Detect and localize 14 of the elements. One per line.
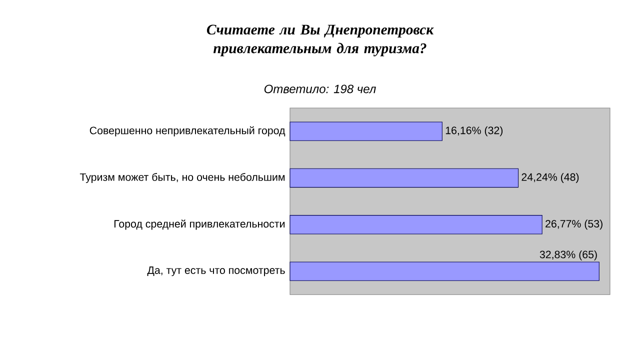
bar xyxy=(290,168,519,188)
bar xyxy=(290,262,600,281)
data-label: 24,24% (48) xyxy=(522,173,579,183)
chart-subtitle: Ответило: 198 чел xyxy=(264,84,376,94)
y-tick-label: Да, тут есть что посмотреть xyxy=(147,266,285,276)
data-label: 16,16% (32) xyxy=(446,126,503,136)
data-label: 32,83% (65) xyxy=(540,250,597,260)
y-tick-label: Город средней привлекательности xyxy=(114,220,285,230)
y-tick-label: Туризм может быть, но очень небольшим xyxy=(80,172,285,184)
chart-title: Считаете ли Вы Днепропетровск привлекательным для туризма? xyxy=(206,24,434,56)
bar xyxy=(290,215,542,234)
bar xyxy=(290,122,442,141)
y-tick-label: Совершенно непривлекательный город xyxy=(90,126,286,136)
data-label: 26,77% (53) xyxy=(546,220,602,230)
